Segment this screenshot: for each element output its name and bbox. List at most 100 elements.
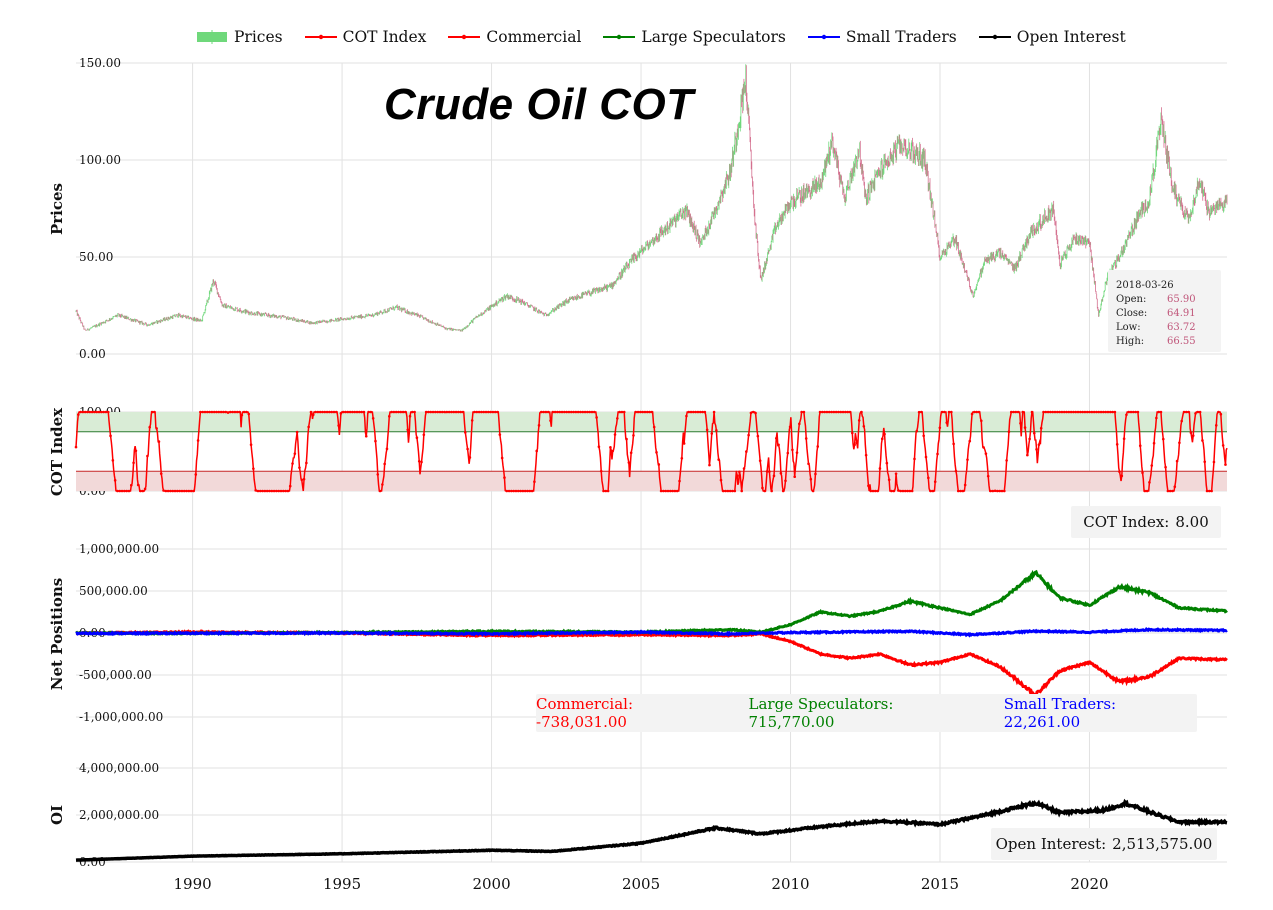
net-position-line <box>75 569 1228 636</box>
legend-item-small-traders[interactable]: Small Traders <box>807 28 957 46</box>
net-position-line <box>75 628 1228 700</box>
cot-index-point <box>302 477 306 481</box>
cot-index-point <box>961 489 965 493</box>
legend-item-cot-index[interactable]: COT Index <box>304 28 426 46</box>
cot-index-point <box>1168 489 1172 493</box>
legend-item-commercial[interactable]: Commercial <box>448 28 581 46</box>
cot-index-point <box>1198 410 1202 414</box>
cot-index-point <box>286 489 290 493</box>
cot-index-point <box>358 410 361 414</box>
cot-index-point <box>300 478 304 482</box>
legend-item-open-interest[interactable]: Open Interest <box>978 28 1126 46</box>
cot-index-point <box>1187 410 1190 414</box>
cot-index-point <box>111 459 115 462</box>
x-tick-label: 2020 <box>1070 875 1108 893</box>
cot-index-point <box>728 489 732 493</box>
cot-index-point <box>795 451 799 454</box>
cot-index-point <box>556 410 559 414</box>
tooltip-large-speculators: Large Speculators: 715,770.00 <box>749 695 984 731</box>
cot-index-point <box>341 410 345 414</box>
cot-index-point <box>265 489 269 493</box>
cot-index-point <box>1079 410 1082 414</box>
cot-index-point <box>848 410 852 414</box>
cot-index-point <box>685 414 688 418</box>
cot-index-point <box>917 410 921 414</box>
cot-index-point <box>908 489 912 493</box>
cot-index-point <box>443 410 446 414</box>
cot-index-point <box>498 433 502 436</box>
cot-index-point <box>162 489 165 492</box>
cot-index-point <box>687 410 691 414</box>
cot-index-point <box>475 410 479 414</box>
cot-index-point <box>657 463 661 466</box>
cot-index-point <box>268 489 271 493</box>
cot-index-point <box>450 410 453 414</box>
cot-index-point <box>1058 410 1061 414</box>
cot-index-point <box>1005 459 1008 462</box>
cot-index-point <box>738 470 741 474</box>
tooltip-value: 2,513,575.00 <box>1112 835 1213 853</box>
cot-index-point <box>231 410 234 414</box>
cot-index-point <box>1046 410 1050 414</box>
cot-index-point <box>574 410 578 414</box>
cot-index-point <box>169 489 172 493</box>
cot-index-point <box>1171 489 1174 493</box>
cot-index-point <box>883 432 886 436</box>
cot-index-point <box>97 410 101 414</box>
cot-index-point <box>1069 410 1073 414</box>
cot-index-point <box>496 410 499 414</box>
cot-index-point <box>874 489 877 493</box>
y-tick-label: 2,000,000.00 <box>79 808 159 822</box>
cot-index-point <box>993 489 997 493</box>
cot-index-point <box>1072 410 1075 414</box>
cot-index-point <box>182 489 186 493</box>
cot-index-point <box>277 489 281 493</box>
cot-index-point <box>804 437 808 440</box>
cot-index-point <box>176 489 179 493</box>
cot-index-point <box>788 425 792 429</box>
cot-index-point <box>740 489 744 493</box>
line-legend-icon <box>603 30 636 44</box>
cot-index-point <box>821 410 824 414</box>
tooltip-label: COT Index: <box>1083 513 1170 531</box>
tooltip-label: Large Speculators: <box>748 695 894 713</box>
net-positions-tooltip: Commercial: -738,031.00 Large Speculator… <box>536 694 1197 732</box>
cot-index-point <box>892 489 896 493</box>
cot-index-point <box>1056 410 1059 414</box>
cot-index-point <box>920 410 923 414</box>
open-interest-line <box>75 798 1228 862</box>
cot-index-point <box>890 489 893 493</box>
cot-index-point <box>604 489 608 493</box>
cot-index-point <box>841 410 845 414</box>
cot-index-point <box>636 410 640 414</box>
cot-index-point <box>632 434 635 437</box>
legend-item-prices[interactable]: Prices <box>196 28 283 46</box>
cot-index-point <box>74 445 78 449</box>
cot-index-point <box>109 434 112 438</box>
legend-item-large-speculators[interactable]: Large Speculators <box>603 28 786 46</box>
cot-index-point <box>477 410 481 414</box>
cot-index-point <box>535 449 539 453</box>
cot-index-point <box>1203 460 1207 464</box>
y-tick-label: -500,000.00 <box>79 668 152 682</box>
cot-index-point <box>1012 410 1015 414</box>
tooltip-label: Small Traders: <box>1003 695 1117 713</box>
cot-index-point <box>530 489 534 493</box>
cot-index-point <box>599 469 603 473</box>
cot-index-point <box>127 489 131 493</box>
cot-index-point <box>1217 410 1220 414</box>
cot-index-point <box>1021 410 1025 414</box>
prices-axis-title: Prices <box>48 183 66 236</box>
cot-index-point <box>839 410 843 414</box>
cot-index-point <box>834 410 838 414</box>
cot-index-point <box>648 410 651 414</box>
cot-index-point <box>1085 410 1089 414</box>
cot-index-point <box>258 489 262 493</box>
cot-index-point <box>1083 410 1087 414</box>
cot-index-point <box>1000 489 1004 493</box>
cot-index-point <box>1208 489 1211 493</box>
cot-index-point <box>726 489 730 493</box>
legend-label: Large Speculators <box>641 28 786 46</box>
